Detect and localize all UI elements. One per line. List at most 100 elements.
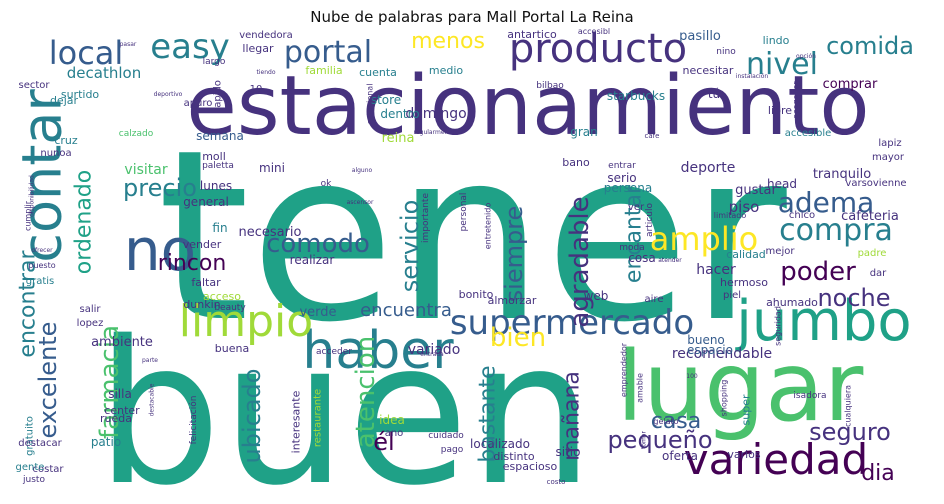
word-33: ordenado [72, 170, 97, 274]
word-113: oferta [662, 449, 698, 463]
word-49: recomendable [672, 346, 772, 362]
word-25: servicio [396, 200, 424, 293]
word-132: costar [33, 464, 65, 475]
word-34: encantar [622, 184, 647, 283]
word-123: web [584, 289, 609, 303]
word-7: no [124, 216, 196, 284]
word-114: varios [727, 448, 761, 461]
word-95: acceso [203, 290, 241, 303]
word-117: head [767, 177, 797, 191]
word-127: piel [723, 290, 741, 301]
word-8: variedad [684, 435, 868, 484]
word-143: ok [321, 179, 333, 189]
word-130: cruz [54, 134, 78, 147]
word-125: bonito [459, 288, 494, 301]
word-170: puesto [28, 261, 55, 270]
word-57: necesario [238, 225, 301, 240]
word-96: dunkin [183, 298, 220, 311]
word-43: menos [411, 29, 485, 54]
word-144: ver [628, 202, 645, 213]
word-72: realizar [290, 253, 335, 267]
word-62: lunes [200, 179, 232, 193]
word-119: mejor [766, 246, 796, 257]
word-129: tú [708, 87, 720, 101]
word-18: adema [778, 186, 875, 219]
word-3: lugar [617, 331, 864, 443]
word-84: llegar [242, 42, 274, 55]
word-181: entrada [420, 351, 444, 358]
word-81: cuenta [359, 66, 397, 79]
word-188: opción [796, 53, 816, 60]
word-66: dejar [50, 94, 79, 107]
word-70: persona [604, 181, 653, 195]
chart-title: Nube de palabras para Mall Portal La Rei… [310, 8, 634, 26]
word-173: alguno [352, 167, 373, 174]
word-100: center [104, 404, 140, 417]
word-141: salir [79, 304, 101, 315]
word-14: amplio [650, 220, 758, 258]
word-16: compra [779, 213, 893, 248]
word-154: paletta [202, 161, 234, 171]
word-108: restaurante [313, 389, 324, 447]
word-78: store [371, 93, 401, 107]
word-91: varsovienne [845, 178, 906, 189]
word-101: rueda [100, 412, 132, 425]
word-163: entretenido [484, 203, 493, 250]
word-118: chico [789, 210, 815, 221]
word-45: decathlon [67, 64, 141, 82]
word-77: dentro [380, 107, 419, 121]
word-60: tranquilo [813, 167, 871, 182]
word-51: pasillo [679, 29, 721, 44]
word-158: emprendedor [620, 342, 629, 397]
word-139: apuro [184, 98, 213, 109]
word-35: ubicado [238, 369, 266, 464]
word-116: ahumado [766, 296, 818, 309]
word-75: hermoso [720, 276, 768, 289]
word-189: 10 [250, 84, 263, 95]
word-169: estacional [366, 84, 375, 125]
word-59: gustar [735, 183, 777, 198]
word-174: ascensor [347, 199, 374, 206]
word-64: semana [196, 129, 244, 143]
word-155: importante [421, 193, 431, 243]
word-165: amable [636, 373, 645, 403]
word-93: vender [183, 238, 222, 251]
word-39: pequeño [607, 426, 712, 454]
word-74: calidad [726, 248, 766, 261]
word-157: felicitación [188, 396, 199, 445]
word-110: distinto [493, 450, 534, 463]
word-136: vendedora [239, 30, 293, 41]
word-147: pago [441, 445, 464, 455]
word-36: bastante [476, 365, 501, 462]
word-48: variado [408, 342, 461, 358]
word-186: pasar [120, 41, 137, 48]
word-172: regularmente [414, 129, 455, 136]
word-104: gratis [26, 276, 55, 287]
word-103: gratuito [25, 416, 36, 456]
word-153: bilbao [536, 81, 564, 91]
word-28: bien [490, 323, 546, 353]
word-99: silla [108, 387, 132, 401]
word-135: destacar [18, 438, 62, 449]
word-56: verde [299, 305, 336, 320]
word-42: dia [861, 461, 895, 486]
word-162: shopping [720, 380, 729, 417]
word-44: encuentra [360, 300, 452, 321]
word-40: casa [651, 409, 702, 434]
word-82: medio [429, 64, 464, 77]
word-151: largo [203, 57, 226, 67]
word-171: cafe [645, 132, 660, 140]
word-152: nino [716, 47, 736, 57]
word-65: surtido [61, 88, 100, 101]
word-27: atencion [351, 336, 381, 449]
word-85: antartico [507, 28, 557, 41]
word-38: seguro [809, 418, 891, 446]
word-131: nunoa [40, 148, 71, 159]
word-24: siempre [500, 206, 528, 303]
word-137: sector [18, 80, 50, 91]
word-32: encontrar [16, 249, 41, 357]
word-98: buena [215, 342, 249, 355]
word-145: entrar [608, 161, 636, 171]
word-21: precio [123, 174, 197, 202]
